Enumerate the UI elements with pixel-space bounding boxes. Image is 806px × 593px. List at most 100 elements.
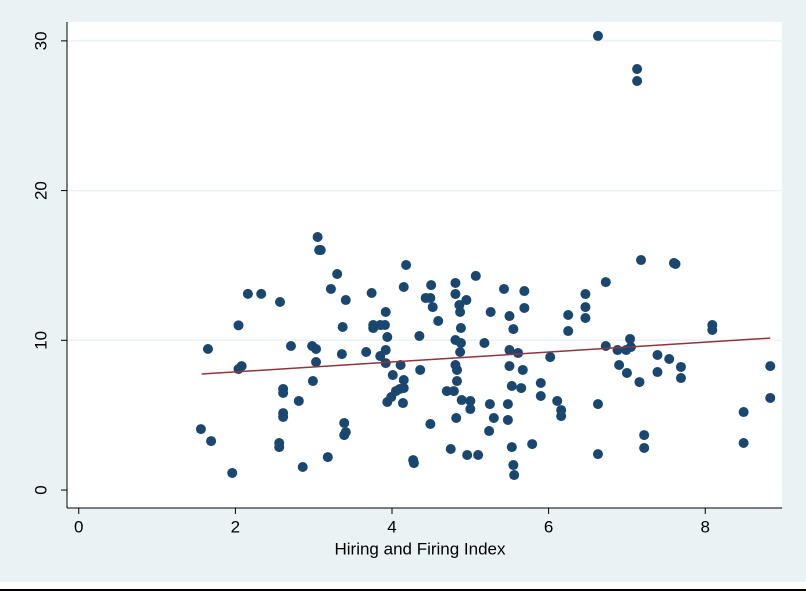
point [484, 399, 495, 410]
point [738, 438, 749, 449]
point [600, 341, 611, 351]
point [465, 395, 476, 406]
point [498, 283, 509, 294]
y-tick-label: 30 [31, 31, 50, 50]
point [401, 260, 412, 270]
point [470, 270, 481, 281]
point [379, 320, 390, 331]
point [675, 373, 686, 384]
point [738, 407, 749, 418]
point [414, 330, 425, 341]
point [634, 377, 645, 388]
point [227, 467, 238, 478]
point [670, 258, 681, 269]
point [274, 442, 285, 453]
point [592, 449, 603, 460]
point [652, 367, 663, 378]
point [311, 343, 322, 354]
point [336, 349, 347, 360]
point [465, 404, 476, 415]
point [485, 307, 496, 318]
point [311, 357, 322, 368]
point [513, 348, 524, 359]
point [340, 295, 351, 306]
x-axis-title: Hiring and Firing Index [334, 539, 506, 558]
point [322, 452, 333, 463]
point [519, 302, 530, 313]
point [450, 289, 461, 300]
point [580, 313, 591, 324]
point [395, 360, 406, 371]
point [293, 395, 304, 406]
point [456, 395, 467, 406]
point [340, 427, 351, 438]
point [408, 458, 419, 469]
point [765, 361, 776, 372]
point [325, 283, 336, 294]
point [307, 376, 318, 387]
point [206, 436, 217, 447]
point [427, 302, 438, 313]
point [535, 391, 546, 402]
point [461, 295, 472, 306]
point [473, 449, 484, 460]
point [621, 367, 632, 378]
point [312, 232, 323, 243]
point [426, 280, 437, 291]
x-tick-label: 8 [701, 517, 710, 536]
point [425, 292, 436, 303]
point [242, 288, 253, 299]
point [614, 360, 625, 371]
point [462, 449, 473, 460]
point [233, 320, 244, 331]
point [452, 364, 462, 375]
point [508, 460, 519, 471]
point [502, 399, 513, 410]
point [580, 302, 591, 313]
point [592, 30, 603, 41]
point [455, 307, 466, 318]
point [502, 414, 513, 425]
point [545, 352, 556, 363]
point [639, 442, 650, 453]
point [415, 364, 426, 375]
point [380, 307, 391, 318]
point [675, 361, 686, 372]
point [455, 338, 466, 349]
point [315, 245, 326, 256]
point [509, 470, 520, 481]
point [765, 392, 776, 403]
x-tick-label: 4 [387, 517, 396, 536]
y-tick-label: 10 [31, 331, 50, 350]
point [506, 442, 517, 453]
point [527, 439, 538, 450]
point [339, 417, 350, 428]
y-tick-label: 0 [31, 485, 50, 494]
point [387, 370, 398, 381]
point [397, 398, 408, 409]
point [256, 288, 267, 299]
point [297, 461, 308, 472]
point [275, 296, 286, 307]
point [707, 324, 718, 335]
fit-line [201, 337, 771, 375]
point [516, 383, 527, 394]
point [488, 413, 499, 424]
point [361, 346, 372, 357]
x-tick-label: 2 [231, 517, 240, 536]
x-tick-label: 6 [544, 517, 553, 536]
point [425, 419, 436, 430]
point [504, 345, 515, 356]
point [639, 430, 650, 441]
point [398, 282, 409, 293]
point [535, 377, 546, 388]
point [484, 426, 495, 437]
point [332, 268, 343, 279]
point [285, 341, 296, 351]
point [236, 361, 247, 372]
point [441, 386, 452, 397]
point [380, 345, 391, 356]
point [382, 332, 393, 343]
point [479, 338, 490, 349]
